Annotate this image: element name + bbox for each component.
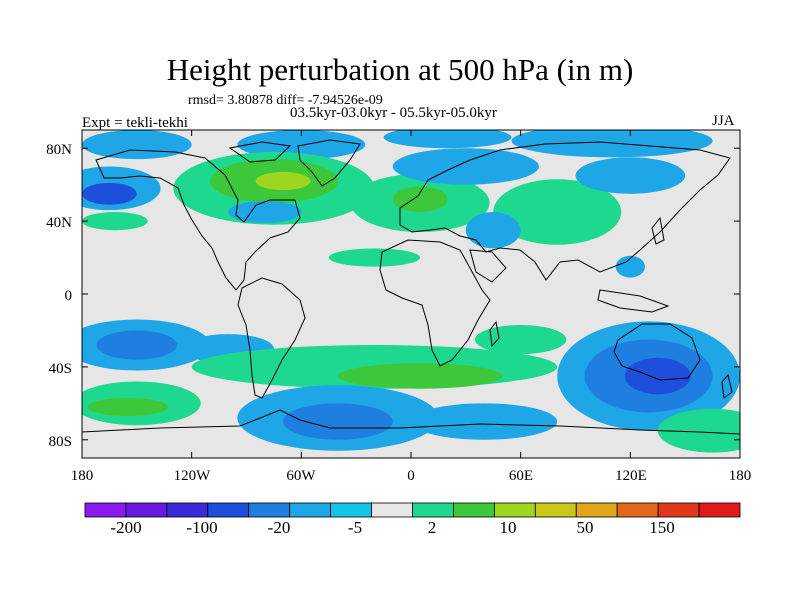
colorbar-swatch <box>575 502 618 518</box>
colorbar-tick-label: 10 <box>499 518 517 537</box>
colorbar-swatch <box>125 502 168 518</box>
axis-ticks <box>81 130 741 458</box>
colorbar-tick-label: 150 <box>649 518 675 537</box>
colorbar-swatch <box>534 502 577 518</box>
ytick-label: 40S <box>48 361 72 377</box>
ytick-label: 80S <box>48 434 72 450</box>
period-label: 03.5kyr-03.0kyr - 05.5kyr-05.0kyr <box>290 105 497 121</box>
anomaly-region <box>511 130 713 158</box>
anomaly-region <box>283 403 393 440</box>
anomaly-region <box>96 330 178 360</box>
stats-line: rmsd= 3.80878 diff= -7.94526e-09 <box>188 93 383 108</box>
anomaly-region <box>392 148 539 185</box>
anomaly-region <box>328 248 421 267</box>
xtick-label: 180 <box>728 468 752 484</box>
colorbar-swatch <box>493 502 536 518</box>
season-label: JJA <box>712 113 735 129</box>
colorbar-tick-label: -200 <box>110 518 142 537</box>
anomaly-region <box>237 130 366 160</box>
anomaly-region <box>82 182 137 205</box>
colorbar-tick-label: -20 <box>267 518 291 537</box>
chart-title: Height perturbation at 500 hPa (in m) <box>166 52 634 87</box>
colorbar-swatch <box>166 502 209 518</box>
anomaly-region <box>657 408 740 453</box>
ytick-label: 80N <box>46 142 72 158</box>
colorbar-swatch <box>371 502 413 518</box>
colorbar-tick-label: 50 <box>576 518 594 537</box>
anomaly-region <box>82 130 192 160</box>
colorbar-swatch <box>289 502 332 518</box>
anomaly-region <box>392 186 448 212</box>
anomaly-region <box>337 363 503 389</box>
colorbar-tick-label: 2 <box>427 518 437 537</box>
ytick-label: 40N <box>46 215 72 231</box>
experiment-label: Expt = tekli-tekhi <box>82 115 188 131</box>
anomaly-region <box>87 397 168 417</box>
anomaly-region <box>624 357 691 395</box>
coastlines <box>82 139 740 435</box>
colorbar-swatch <box>412 502 454 518</box>
colorbar <box>84 502 741 518</box>
colorbar-swatch <box>698 502 741 518</box>
colorbar-swatch <box>616 502 659 518</box>
anomaly-region <box>228 201 302 223</box>
anomaly-layer <box>82 130 740 453</box>
colorbar-swatch <box>207 502 250 518</box>
anomaly-region <box>575 157 686 194</box>
anomaly-region <box>82 212 148 231</box>
colorbar-swatch <box>84 502 127 518</box>
colorbar-swatch <box>248 502 291 518</box>
xtick-label: 0 <box>407 468 415 484</box>
xtick-label: 60E <box>508 468 534 484</box>
anomaly-region <box>493 179 622 245</box>
anomaly-region <box>411 403 558 440</box>
colorbar-tick-label: -5 <box>347 518 363 537</box>
anomaly-region <box>255 171 311 191</box>
xtick-label: 180 <box>70 468 94 484</box>
xtick-label: 120W <box>173 468 211 484</box>
anomaly-region <box>474 324 567 355</box>
anomaly-region <box>383 130 512 149</box>
colorbar-tick-label: -100 <box>186 518 218 537</box>
anomaly-region <box>465 212 521 249</box>
anomaly-region <box>615 255 645 278</box>
xtick-label: 120E <box>615 468 647 484</box>
colorbar-swatch <box>657 502 700 518</box>
colorbar-swatch <box>453 502 495 518</box>
ytick-label: 0 <box>64 288 73 304</box>
colorbar-swatch <box>330 502 372 518</box>
xtick-label: 60W <box>286 468 316 484</box>
